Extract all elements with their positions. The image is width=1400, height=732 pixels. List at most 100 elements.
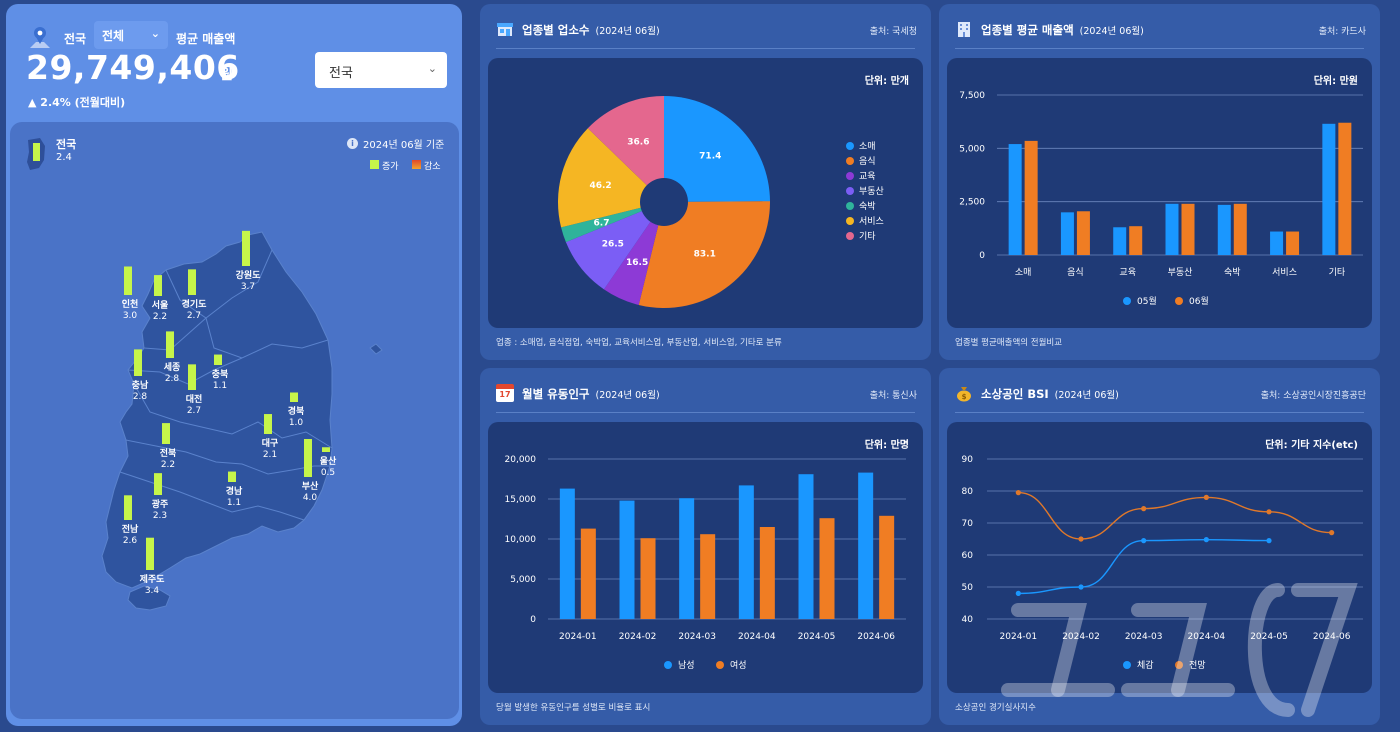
region-value: 0.5 — [321, 468, 335, 478]
total-sales-value: 29,749,406 — [26, 48, 240, 87]
region-bar — [304, 439, 312, 477]
pie-slice — [587, 96, 664, 202]
region-select[interactable]: 전국 ⌄ — [315, 52, 447, 88]
legend-label: 전망 — [1189, 660, 1206, 671]
pie-data-label: 6.7 — [594, 218, 610, 228]
map-pin-icon — [30, 27, 50, 48]
chart-area: 단위: 기타 지수(etc) 90 80 70 60 50 40 2024-01 2024-0… — [947, 422, 1372, 693]
card-note: 당월 발생한 유동인구를 성별로 비율로 표시 — [496, 703, 651, 713]
unit-label: 단위: 만원 — [1313, 76, 1358, 87]
bsi-line-chart[interactable]: 90 80 70 60 50 40 2024-01 2024-02 2024-03 2024-04… — [947, 422, 1372, 693]
x-tick-label: 2024-04 — [738, 632, 776, 642]
pie-chart[interactable]: 71.4 83.1 16.526.5 6.7 46.2 36.6 소매음식교육부동산숙박서비… — [488, 58, 923, 328]
region-value: 1.0 — [289, 418, 304, 428]
chevron-down-icon: ⌄ — [150, 27, 160, 40]
region-name: 울산 — [320, 455, 337, 467]
region-name: 전남 — [122, 523, 139, 535]
bar — [1008, 144, 1022, 255]
region-name: 충남 — [132, 379, 149, 391]
legend-swatch — [846, 142, 854, 150]
divider — [496, 48, 915, 49]
x-tick-label: 2024-02 — [619, 632, 657, 642]
x-tick-label: 2024-05 — [1250, 632, 1288, 642]
base-date: 2024년 06월 기준 — [363, 140, 445, 151]
region-name: 서울 — [152, 299, 169, 311]
region-name: 대구 — [262, 437, 279, 449]
data-point — [1266, 509, 1272, 515]
card-title-text: 업종별 업소수 — [522, 23, 590, 37]
y-tick-label: 15,000 — [505, 495, 537, 505]
region-name: 인천 — [122, 299, 139, 310]
x-tick-label: 소매 — [1015, 267, 1032, 278]
region-name: 세종 — [164, 361, 181, 373]
bar — [1076, 211, 1090, 255]
region-bar — [264, 414, 272, 434]
y-tick-label: 70 — [962, 519, 974, 529]
bar — [819, 518, 835, 619]
region-bar — [154, 473, 162, 495]
data-point — [1329, 530, 1335, 536]
bar — [559, 488, 575, 619]
pie-hole — [640, 178, 688, 226]
unit-label: 단위: 기타 지수(etc) — [1265, 440, 1358, 451]
pie-data-label: 26.5 — [602, 239, 624, 249]
floating-population-bar-chart[interactable]: 20,000 15,000 10,000 5,000 0 2024-01 2024-02 20… — [488, 422, 923, 693]
region-bar — [214, 354, 222, 365]
legend-swatch — [1123, 661, 1131, 669]
region-select-value: 전국 — [329, 66, 353, 81]
pie-data-label: 16.5 — [626, 258, 648, 268]
business-type-select[interactable]: 전체 ⌄ — [94, 21, 168, 49]
region-name: 전북 — [160, 447, 177, 459]
region-name: 대전 — [186, 393, 203, 405]
bar — [1322, 123, 1336, 255]
region-bar — [290, 392, 298, 402]
bar — [1165, 203, 1179, 255]
legend-swatch — [846, 202, 854, 210]
x-tick-label: 서비스 — [1272, 267, 1297, 278]
peninsula-shape — [101, 231, 383, 611]
card-source: 출처: 국세청 — [869, 27, 917, 37]
card-source: 출처: 카드사 — [1318, 27, 1366, 37]
legend-swatch — [716, 661, 724, 669]
bar — [1060, 212, 1074, 255]
card-date: (2024년 06월) — [1054, 390, 1119, 401]
y-tick-label: 0 — [530, 615, 536, 625]
region-value: 3.4 — [145, 586, 160, 596]
region-value: 2.2 — [153, 312, 167, 322]
bar — [1181, 203, 1195, 255]
legend-label: 남성 — [678, 660, 695, 671]
series-line — [1018, 538, 1270, 595]
store-icon — [497, 23, 513, 36]
y-tick-label: 0 — [979, 251, 985, 261]
region-bar — [124, 266, 132, 295]
x-tick-label: 2024-03 — [1125, 632, 1163, 642]
legend-label: 숙박 — [859, 201, 876, 212]
divider — [955, 412, 1364, 413]
avg-sales-label: 평균 매출액 — [176, 32, 236, 46]
card-note: 소상공인 경기실사지수 — [955, 703, 1036, 713]
region-bar — [228, 471, 236, 482]
avg-sales-bar-chart[interactable]: 7,500 5,000 2,500 0 소매 음식 교육 부동산 숙박 서비스 기타 05월 06월 — [947, 58, 1372, 328]
info-icon[interactable]: i — [347, 138, 358, 149]
y-tick-label: 40 — [962, 615, 974, 625]
change-indicator: ▲ 2.4% (전월대비) — [28, 96, 126, 109]
bar — [1270, 231, 1284, 255]
avg-sales-card: 업종별 평균 매출액 (2024년 06월) 출처: 카드사 단위: 만원 7,5… — [939, 4, 1380, 360]
card-title: 월별 유동인구 (2024년 06월) — [522, 386, 660, 402]
region-bar — [154, 275, 162, 296]
data-point — [1015, 490, 1021, 496]
x-tick-label: 2024-06 — [857, 632, 895, 642]
money-bag-icon: $ — [957, 387, 971, 402]
legend-swatch — [846, 217, 854, 225]
region-bar — [322, 447, 330, 452]
korea-map-panel: 전국 2.4 i 2024년 06월 기준 증가 감소 인천 3.0 서울 2.2 경기 — [10, 122, 459, 719]
bar — [1129, 226, 1143, 255]
card-date: (2024년 06월) — [595, 26, 660, 37]
pie-slice — [664, 96, 770, 202]
region-name: 부산 — [302, 480, 319, 492]
card-title-text: 월별 유동인구 — [522, 387, 590, 401]
divider — [955, 48, 1364, 49]
chart-area: 단위: 만원 7,500 5,000 2,500 0 소매 음식 교육 부동산 숙박 서비스 기타 0… — [947, 58, 1372, 328]
bar — [1286, 231, 1300, 255]
